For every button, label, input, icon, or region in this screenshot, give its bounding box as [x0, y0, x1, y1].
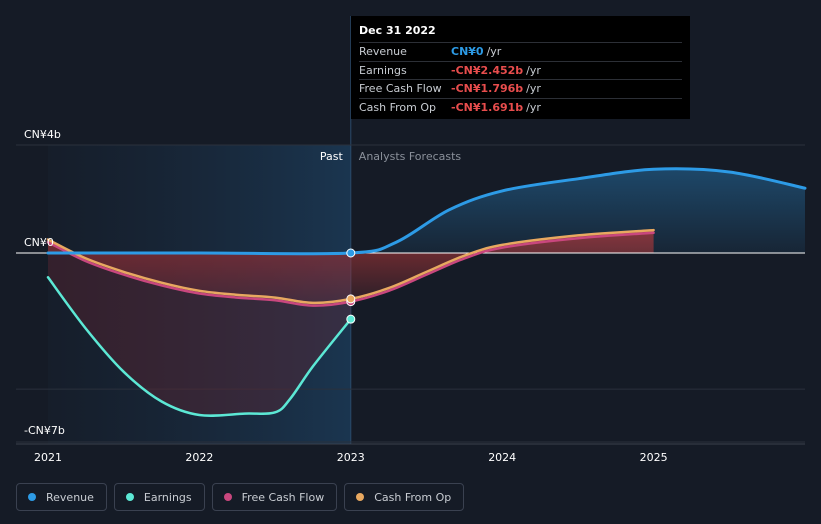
x-tick-label: 2024 — [488, 451, 516, 464]
series-line-cash-from-op — [46, 228, 655, 305]
legend-label: Revenue — [46, 490, 94, 504]
x-tick-label: 2023 — [337, 451, 365, 464]
grid — [16, 144, 805, 445]
tooltip-row-free-cash-flow: Free Cash Flow -CN¥1.796b /yr — [359, 79, 682, 98]
tooltip-label: Cash From Op — [359, 100, 437, 114]
legend-dot-icon — [223, 493, 232, 501]
y-tick-label: CN¥4b — [24, 128, 61, 141]
tooltip-label: Revenue — [359, 45, 407, 58]
legend-dot-icon — [28, 493, 36, 501]
series-line-earnings — [46, 276, 353, 417]
tooltip-unit: /yr — [486, 45, 502, 58]
legend-label: Cash From Op — [374, 490, 452, 504]
tooltip-label: Free Cash Flow — [359, 82, 442, 95]
marker-earnings — [346, 314, 356, 324]
tooltip-date: Dec 31 2022 — [359, 24, 436, 37]
legend-label: Earnings — [143, 490, 192, 504]
past-label: Past — [320, 150, 344, 163]
tooltip-value: -CN¥2.452b — [451, 63, 524, 77]
tooltip-row-revenue: Revenue CN¥0 /yr — [359, 42, 682, 61]
series-line-revenue — [46, 167, 807, 256]
y-tick-label: CN¥0 — [24, 236, 54, 249]
y-tick-label: -CN¥7b — [24, 424, 65, 437]
tooltip-label: Earnings — [359, 63, 407, 77]
x-tick-label: 2021 — [34, 451, 62, 464]
legend-item-revenue[interactable]: Revenue — [16, 483, 107, 511]
tooltip-row-cash-from-op: Cash From Op -CN¥1.691b /yr — [359, 97, 682, 117]
tooltip-value: CN¥0 — [451, 45, 484, 58]
tooltip-unit: /yr — [526, 100, 541, 114]
legend-label: Free Cash Flow — [241, 490, 325, 504]
legend-item-free-cash-flow[interactable]: Free Cash Flow — [211, 483, 338, 511]
tooltip: Dec 31 2022 Revenue CN¥0 /yr Earnings -C… — [351, 16, 690, 119]
series-line-free-cash-flow — [46, 231, 655, 307]
legend-dot-icon — [125, 493, 134, 501]
tooltip-value: -CN¥1.796b — [451, 82, 524, 95]
tooltip-unit: /yr — [526, 63, 541, 77]
forecast-label: Analysts Forecasts — [359, 150, 462, 163]
legend: Revenue Earnings Free Cash Flow Cash Fro… — [16, 483, 465, 511]
x-tick-label: 2025 — [640, 451, 668, 464]
marker-revenue — [346, 248, 356, 258]
tooltip-unit: /yr — [526, 82, 541, 95]
legend-item-cash-from-op[interactable]: Cash From Op — [344, 483, 465, 511]
tooltip-row-earnings: Earnings -CN¥2.452b /yr — [359, 60, 682, 80]
legend-item-earnings[interactable]: Earnings — [113, 483, 205, 511]
x-tick-label: 2022 — [185, 451, 213, 464]
revenue-area — [350, 168, 805, 253]
tooltip-value: -CN¥1.691b — [451, 100, 524, 114]
earnings-area — [48, 253, 351, 416]
legend-dot-icon — [356, 493, 365, 501]
marker-cash-from-op — [346, 294, 356, 304]
